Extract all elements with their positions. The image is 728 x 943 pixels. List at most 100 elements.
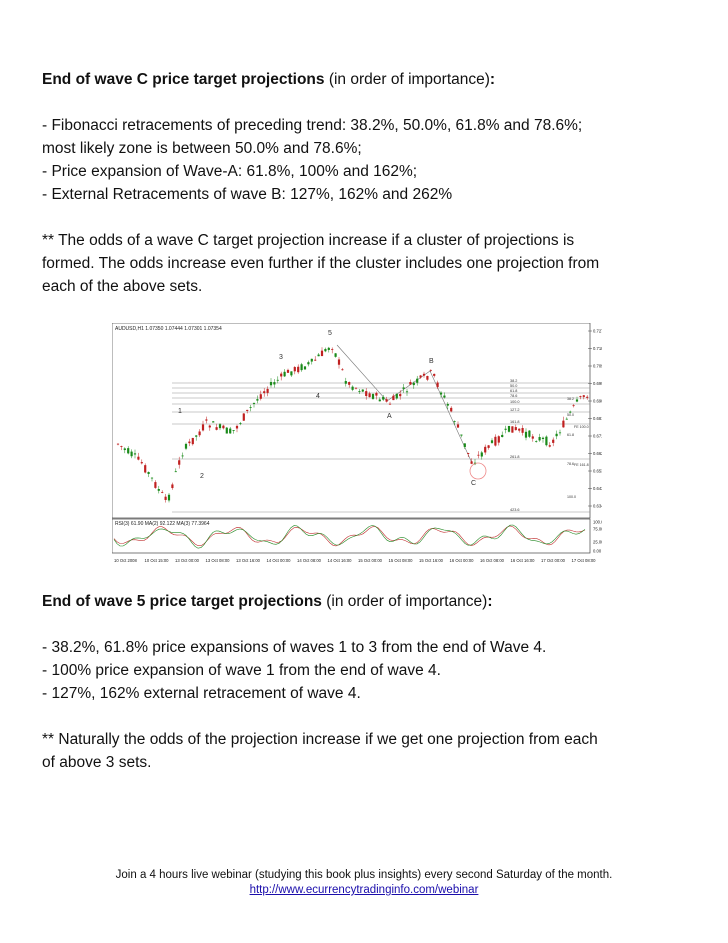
fe-label: FE 161.8 bbox=[574, 463, 589, 467]
bullet-line: - 100% price expansion of wave 1 from th… bbox=[42, 662, 441, 679]
note-line: ** Naturally the odds of the projection … bbox=[42, 731, 598, 748]
candle-body bbox=[354, 387, 358, 389]
candle-body bbox=[140, 462, 143, 464]
candle-body bbox=[164, 496, 167, 500]
time-tick-label: 15 Oct 16:00 bbox=[419, 558, 444, 563]
candle-body bbox=[579, 396, 582, 397]
bullet-line: - 127%, 162% external retracement of wav… bbox=[42, 685, 361, 702]
candle-body bbox=[402, 387, 405, 389]
candle-body bbox=[222, 425, 225, 429]
candle-body bbox=[538, 437, 541, 441]
candle-body bbox=[436, 382, 439, 388]
candle-body bbox=[212, 421, 215, 423]
candle-body bbox=[208, 425, 211, 428]
candle-body bbox=[392, 395, 395, 401]
wave-label: 5 bbox=[328, 330, 332, 337]
rsi-tick-label: 0.00 bbox=[593, 549, 602, 554]
candle-body bbox=[371, 394, 375, 399]
footer: Join a 4 hours live webinar (studying th… bbox=[0, 868, 728, 898]
candle-body bbox=[167, 494, 171, 501]
wave-label: 4 bbox=[316, 393, 320, 400]
candle-body bbox=[575, 399, 579, 402]
time-tick-label: 15 Oct 00:00 bbox=[358, 558, 383, 563]
candle-body bbox=[327, 347, 330, 350]
candle-body bbox=[439, 392, 443, 395]
candle-body bbox=[290, 371, 293, 376]
candle-body bbox=[116, 443, 120, 445]
candle-body bbox=[133, 453, 137, 455]
candle-body bbox=[531, 436, 534, 439]
candle-body bbox=[375, 392, 378, 396]
candle-body bbox=[497, 436, 500, 443]
candle-body bbox=[215, 427, 218, 430]
bullet-line: - Fibonacci retracements of preceding tr… bbox=[42, 117, 583, 134]
candle-body bbox=[535, 441, 538, 443]
fib-label: 100.0 bbox=[510, 400, 520, 404]
candle-body bbox=[518, 428, 521, 431]
candle-body bbox=[235, 425, 239, 429]
bullet-line: - 38.2%, 61.8% price expansions of waves… bbox=[42, 639, 547, 656]
rsi-tick-label: 25.00 bbox=[593, 540, 602, 545]
candle-body bbox=[161, 492, 164, 493]
rsi-ma-line bbox=[113, 524, 586, 549]
note-line: each of the above sets. bbox=[42, 278, 203, 295]
candle-body bbox=[246, 409, 249, 411]
candle-body bbox=[239, 423, 242, 424]
price-tick-label: 0.63460 bbox=[593, 504, 602, 509]
price-tick-label: 0.64390 bbox=[593, 486, 602, 491]
fe-label: 50.0 bbox=[567, 413, 574, 417]
candle-body bbox=[443, 395, 446, 398]
candle-body bbox=[470, 461, 473, 464]
candle-body bbox=[558, 432, 562, 434]
candle-body bbox=[171, 484, 174, 489]
fib-label: 261.8 bbox=[510, 455, 520, 459]
candle-body bbox=[541, 437, 545, 439]
price-tick-label: 0.68110 bbox=[593, 416, 602, 421]
candle-body bbox=[433, 373, 436, 376]
price-tick-label: 0.66250 bbox=[593, 451, 602, 456]
candle-body bbox=[484, 446, 487, 453]
main-panel bbox=[112, 323, 591, 519]
candle-body bbox=[467, 452, 470, 454]
candle-body bbox=[293, 367, 296, 372]
fe-label: 78.6 bbox=[567, 462, 574, 466]
candle-body bbox=[307, 362, 310, 365]
wave-label: A bbox=[387, 413, 392, 420]
candle-body bbox=[453, 421, 456, 423]
wave-c-marker bbox=[469, 462, 487, 480]
candle-body bbox=[188, 441, 191, 444]
webinar-link[interactable]: http://www.ecurrencytradinginfo.com/webi… bbox=[249, 884, 479, 896]
fe-label: 61.8 bbox=[567, 433, 574, 437]
candle-body bbox=[490, 440, 494, 443]
candle-body bbox=[297, 366, 300, 373]
candle-body bbox=[249, 407, 252, 408]
candle-body bbox=[416, 378, 419, 383]
bullet-line: - Price expansion of Wave-A: 61.8%, 100%… bbox=[42, 163, 418, 180]
bullet-line: - External Retracements of wave B: 127%,… bbox=[42, 186, 453, 203]
candle-body bbox=[555, 433, 558, 437]
fib-label: 61.8 bbox=[510, 389, 517, 393]
candle-body bbox=[487, 445, 490, 448]
candle-body bbox=[225, 427, 228, 434]
candle-body bbox=[524, 431, 528, 438]
candle-body bbox=[266, 388, 269, 393]
time-tick-label: 13 Oct 08:00 bbox=[206, 558, 231, 563]
candle-body bbox=[358, 391, 361, 392]
candle-body bbox=[348, 382, 351, 385]
price-tick-label: 0.70900 bbox=[593, 364, 602, 369]
fib-label: 423.6 bbox=[510, 508, 520, 512]
candle-body bbox=[310, 358, 313, 362]
candle-body bbox=[324, 348, 327, 352]
price-tick-label: 0.72760 bbox=[593, 329, 602, 334]
candle-body bbox=[450, 407, 453, 412]
candle-body bbox=[395, 393, 398, 399]
time-tick-label: 10 Oct 2008 bbox=[114, 558, 137, 563]
candle-body bbox=[320, 350, 324, 357]
candle-body bbox=[341, 369, 344, 371]
candle-body bbox=[201, 424, 205, 431]
candle-body bbox=[382, 396, 385, 400]
candle-body bbox=[507, 425, 511, 432]
candle-body bbox=[178, 460, 181, 465]
candle-body bbox=[361, 389, 364, 392]
candle-body bbox=[137, 456, 140, 460]
